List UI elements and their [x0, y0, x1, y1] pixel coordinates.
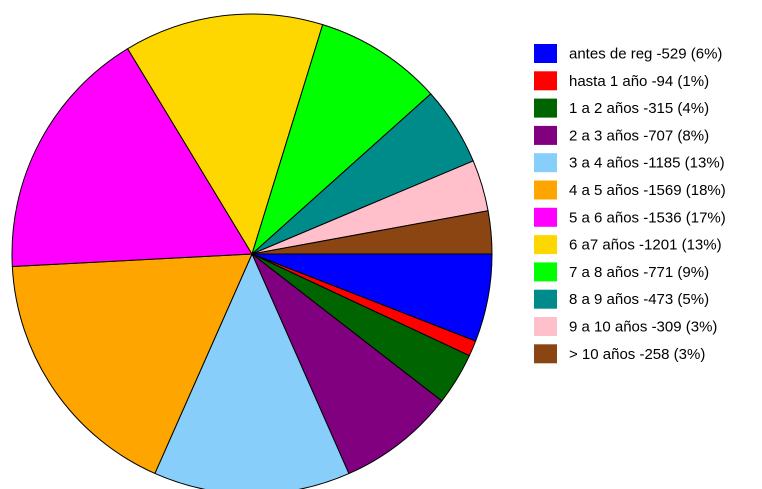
legend-swatch-1: [534, 44, 557, 63]
legend-swatch-11: [534, 317, 557, 336]
pie-slice-12: [251, 210, 493, 255]
legend-swatch-5: [534, 153, 557, 173]
legend-swatch-7: [534, 207, 557, 227]
legend-label-1: antes de reg -529 (6%): [569, 46, 722, 63]
legend-swatch-4: [534, 125, 557, 145]
legend-label-4: 2 a 3 años -707 (8%): [569, 127, 709, 144]
pie-slice-9: [251, 24, 432, 255]
legend-swatch-6: [534, 180, 557, 200]
legend-label-2: hasta 1 año -94 (1%): [569, 73, 709, 90]
legend-label-5: 3 a 4 años -1185 (13%): [569, 155, 725, 172]
legend-swatch-8: [534, 235, 557, 255]
pie-slice-8: [127, 13, 324, 255]
legend-swatch-9: [534, 262, 557, 282]
legend-label-11: 9 a 10 años -309 (3%): [569, 319, 717, 336]
legend-swatch-10: [534, 289, 557, 309]
legend-label-12: > 10 años -258 (3%): [569, 346, 705, 363]
pie-slice-5: [154, 253, 350, 489]
legend-label-7: 5 a 6 años -1536 (17%): [569, 209, 726, 226]
pie-slice-6: [11, 253, 253, 474]
legend-label-3: 1 a 2 años -315 (4%): [569, 100, 709, 117]
legend-swatch-3: [534, 98, 557, 118]
legend-label-9: 7 a 8 años -771 (9%): [569, 264, 709, 281]
legend-label-8: 6 a7 años -1201 (13%): [569, 237, 722, 254]
pie-slice-7: [11, 48, 253, 268]
pie-slice-4: [251, 253, 443, 475]
legend-label-10: 8 a 9 años -473 (5%): [569, 291, 709, 308]
legend-label-6: 4 a 5 años -1569 (18%): [569, 182, 726, 199]
legend-swatch-2: [534, 71, 557, 91]
legend-swatch-12: [534, 344, 557, 364]
pie-slices: [11, 13, 493, 489]
legend: antes de reg -529 (6%) hasta 1 año -94 (1…: [534, 44, 726, 364]
